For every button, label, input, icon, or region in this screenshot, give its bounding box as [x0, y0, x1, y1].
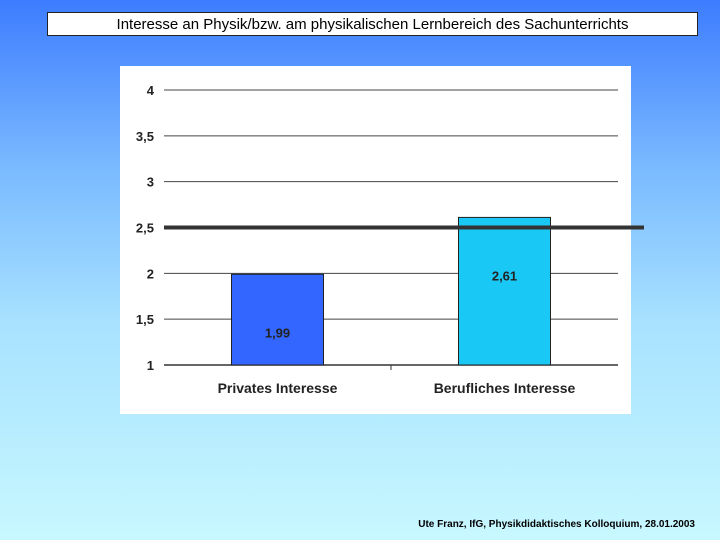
x-category-label: Berufliches Interesse — [434, 380, 576, 396]
bar-chart: 1 1,5 2 2,5 3 3,5 4 1,99 Privates Interesse 2,61 B… — [136, 83, 644, 396]
y-tick-label: 3,5 — [136, 129, 154, 144]
x-category-label: Privates Interesse — [218, 380, 338, 396]
data-label: 2,61 — [492, 268, 517, 283]
footer-credit: Ute Franz, IfG, Physikdidaktisches Kollo… — [418, 519, 695, 530]
y-tick-label: 4 — [147, 83, 155, 98]
y-tick-label: 2,5 — [136, 221, 154, 236]
y-tick-label: 3 — [147, 175, 154, 190]
bar — [458, 216, 551, 366]
slide-title: Interesse an Physik/bzw. am physikalisch… — [47, 12, 698, 36]
bar — [231, 273, 324, 366]
y-tick-label: 1 — [147, 358, 154, 373]
y-tick-label: 2 — [147, 266, 154, 281]
data-label: 1,99 — [265, 325, 290, 340]
chart-panel: 1 1,5 2 2,5 3 3,5 4 1,99 Privates Interesse 2,61 B… — [120, 66, 644, 414]
y-tick-label: 1,5 — [136, 312, 154, 327]
